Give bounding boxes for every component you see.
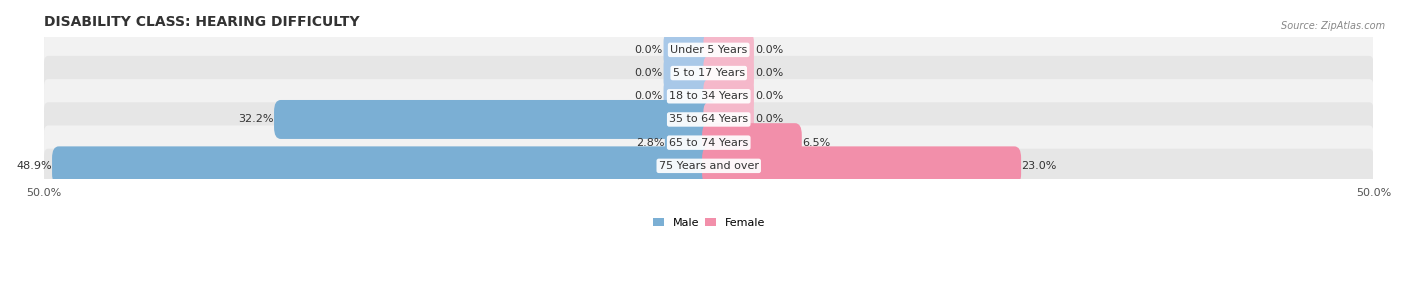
FancyBboxPatch shape: [44, 56, 1374, 90]
FancyBboxPatch shape: [664, 56, 714, 90]
FancyBboxPatch shape: [44, 149, 1374, 183]
FancyBboxPatch shape: [44, 55, 1374, 91]
FancyBboxPatch shape: [44, 79, 1374, 113]
FancyBboxPatch shape: [44, 125, 1374, 160]
Text: 0.0%: 0.0%: [755, 114, 783, 124]
FancyBboxPatch shape: [702, 123, 801, 162]
Text: DISABILITY CLASS: HEARING DIFFICULTY: DISABILITY CLASS: HEARING DIFFICULTY: [44, 15, 360, 29]
FancyBboxPatch shape: [703, 102, 754, 137]
FancyBboxPatch shape: [703, 79, 754, 113]
Text: 48.9%: 48.9%: [17, 161, 52, 171]
Text: 18 to 34 Years: 18 to 34 Years: [669, 91, 748, 101]
Text: 35 to 64 Years: 35 to 64 Years: [669, 114, 748, 124]
FancyBboxPatch shape: [44, 102, 1374, 137]
Text: 0.0%: 0.0%: [755, 68, 783, 78]
FancyBboxPatch shape: [664, 79, 714, 113]
FancyBboxPatch shape: [703, 33, 754, 67]
Text: 6.5%: 6.5%: [801, 138, 830, 148]
Text: 0.0%: 0.0%: [634, 91, 662, 101]
Text: 0.0%: 0.0%: [634, 45, 662, 55]
Text: 0.0%: 0.0%: [755, 45, 783, 55]
Text: 65 to 74 Years: 65 to 74 Years: [669, 138, 748, 148]
FancyBboxPatch shape: [52, 146, 716, 185]
Text: 0.0%: 0.0%: [634, 68, 662, 78]
FancyBboxPatch shape: [703, 56, 754, 90]
Text: 5 to 17 Years: 5 to 17 Years: [672, 68, 745, 78]
FancyBboxPatch shape: [664, 33, 714, 67]
Text: 2.8%: 2.8%: [637, 138, 665, 148]
FancyBboxPatch shape: [274, 100, 716, 139]
FancyBboxPatch shape: [44, 102, 1374, 137]
Text: 32.2%: 32.2%: [239, 114, 274, 124]
FancyBboxPatch shape: [702, 146, 1021, 185]
Text: Under 5 Years: Under 5 Years: [671, 45, 748, 55]
FancyBboxPatch shape: [44, 32, 1374, 68]
Legend: Male, Female: Male, Female: [648, 214, 769, 232]
FancyBboxPatch shape: [44, 148, 1374, 184]
FancyBboxPatch shape: [665, 123, 716, 162]
FancyBboxPatch shape: [44, 33, 1374, 67]
Text: 75 Years and over: 75 Years and over: [659, 161, 759, 171]
Text: 23.0%: 23.0%: [1021, 161, 1056, 171]
FancyBboxPatch shape: [44, 125, 1374, 160]
Text: 0.0%: 0.0%: [755, 91, 783, 101]
FancyBboxPatch shape: [44, 78, 1374, 114]
Text: Source: ZipAtlas.com: Source: ZipAtlas.com: [1281, 21, 1385, 31]
